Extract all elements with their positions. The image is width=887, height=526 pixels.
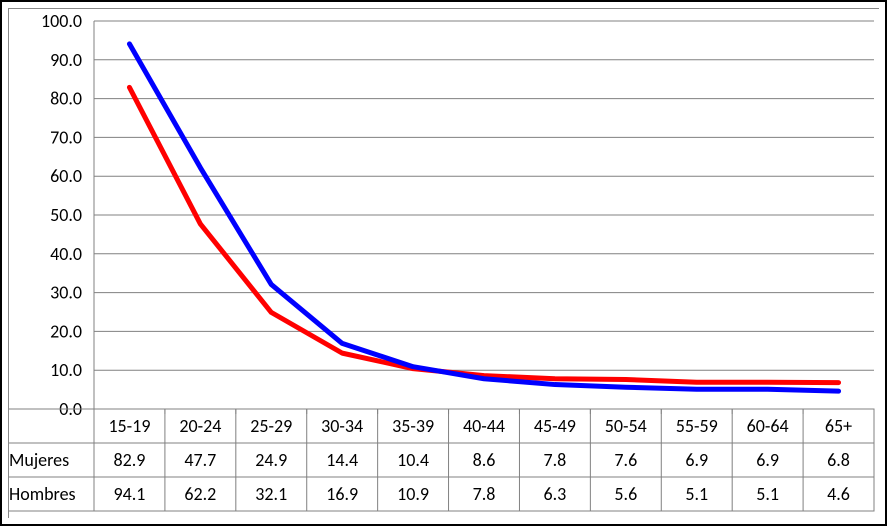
data-cell: 10.9 bbox=[397, 483, 429, 505]
y-tick-label: 60.0 bbox=[50, 165, 82, 187]
legend-label: Mujeres bbox=[9, 449, 69, 471]
category-label: 50-54 bbox=[605, 415, 647, 437]
category-label: 20-24 bbox=[179, 415, 221, 437]
y-tick-label: 30.0 bbox=[50, 282, 82, 304]
data-cell: 94.1 bbox=[113, 483, 145, 505]
legend-label: Hombres bbox=[9, 483, 76, 505]
data-cell: 7.8 bbox=[473, 483, 496, 505]
data-cell: 47.7 bbox=[184, 449, 216, 471]
y-tick-label: 80.0 bbox=[50, 88, 82, 110]
data-cell: 7.8 bbox=[544, 449, 567, 471]
line-chart-svg: 0.010.020.030.040.050.060.070.080.090.01… bbox=[9, 9, 880, 519]
data-cell: 24.9 bbox=[255, 449, 287, 471]
y-tick-label: 40.0 bbox=[50, 243, 82, 265]
category-label: 15-19 bbox=[108, 415, 150, 437]
data-cell: 32.1 bbox=[255, 483, 287, 505]
data-cell: 82.9 bbox=[113, 449, 145, 471]
y-tick-label: 20.0 bbox=[50, 320, 82, 342]
data-cell: 8.6 bbox=[473, 449, 496, 471]
chart-outer-frame: 0.010.020.030.040.050.060.070.080.090.01… bbox=[0, 0, 887, 526]
y-tick-label: 70.0 bbox=[50, 126, 82, 148]
y-tick-label: 90.0 bbox=[50, 49, 82, 71]
category-label: 25-29 bbox=[250, 415, 292, 437]
data-cell: 4.6 bbox=[827, 483, 850, 505]
data-cell: 5.1 bbox=[756, 483, 779, 505]
data-cell: 6.9 bbox=[685, 449, 708, 471]
data-cell: 6.9 bbox=[756, 449, 779, 471]
y-tick-label: 50.0 bbox=[50, 204, 82, 226]
y-tick-label: 100.0 bbox=[41, 10, 82, 32]
data-cell: 10.4 bbox=[397, 449, 429, 471]
data-cell: 7.6 bbox=[614, 449, 637, 471]
category-label: 40-44 bbox=[463, 415, 505, 437]
data-cell: 5.1 bbox=[685, 483, 708, 505]
y-tick-label: 10.0 bbox=[50, 359, 82, 381]
data-cell: 14.4 bbox=[326, 449, 358, 471]
chart-container: 0.010.020.030.040.050.060.070.080.090.01… bbox=[9, 9, 878, 517]
data-cell: 62.2 bbox=[184, 483, 216, 505]
data-cell: 5.6 bbox=[614, 483, 637, 505]
category-label: 55-59 bbox=[676, 415, 718, 437]
data-cell: 6.3 bbox=[544, 483, 567, 505]
chart-inner-frame: 0.010.020.030.040.050.060.070.080.090.01… bbox=[8, 8, 879, 518]
category-label: 35-39 bbox=[392, 415, 434, 437]
data-cell: 16.9 bbox=[326, 483, 358, 505]
data-cell: 6.8 bbox=[827, 449, 850, 471]
category-label: 45-49 bbox=[534, 415, 576, 437]
category-label: 30-34 bbox=[321, 415, 363, 437]
category-label: 65+ bbox=[825, 415, 852, 437]
category-label: 60-64 bbox=[747, 415, 789, 437]
